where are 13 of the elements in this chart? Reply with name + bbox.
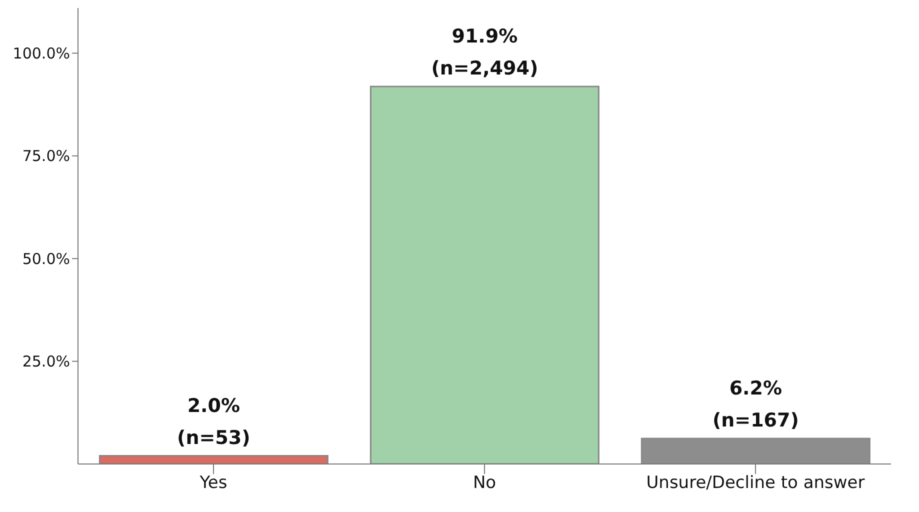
x-tick-label: No: [472, 473, 496, 494]
data-label: 91.9% (n=2,494): [431, 25, 538, 80]
y-tick-label: 50.0%: [22, 250, 70, 268]
y-tick-label: 25.0%: [22, 352, 70, 371]
bar: [640, 438, 870, 464]
y-tick-label: 100.0%: [12, 44, 70, 63]
y-tick-label: 75.0%: [22, 147, 70, 166]
x-tick-label: Unsure/Decline to answer: [646, 473, 865, 494]
bar: [98, 455, 328, 464]
bar: [370, 86, 600, 464]
data-label: 6.2% (n=167): [712, 378, 799, 432]
data-label: 2.0% (n=53): [177, 394, 250, 449]
x-tick-label: Yes: [198, 473, 228, 494]
